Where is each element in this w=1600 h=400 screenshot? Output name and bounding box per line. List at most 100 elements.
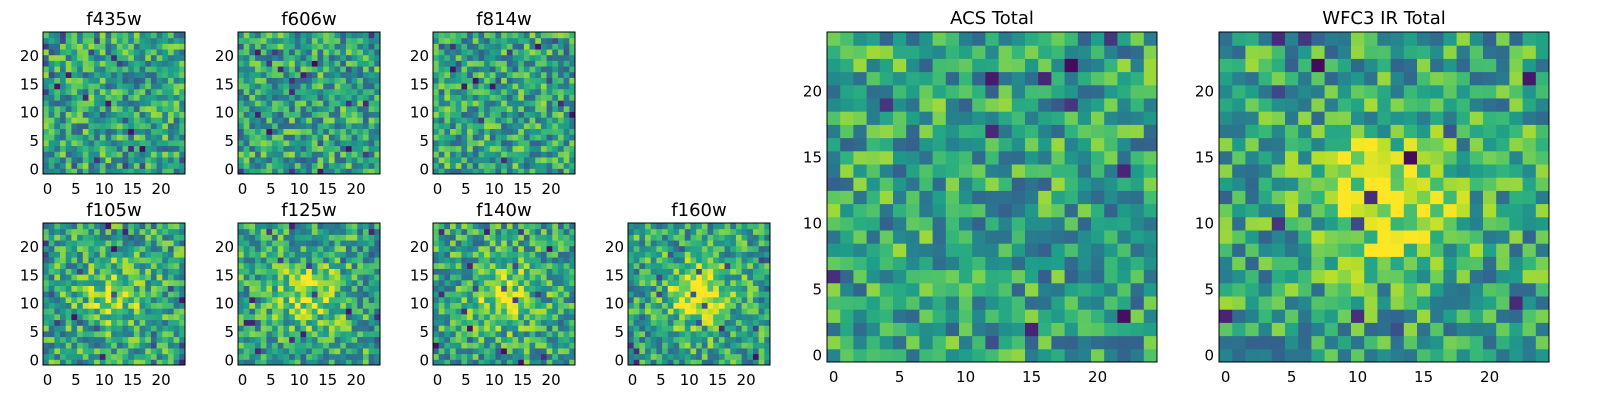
heatmap-cell <box>563 66 570 73</box>
heatmap-cell <box>707 302 714 309</box>
heatmap-cell <box>266 262 273 269</box>
heatmap-cell <box>730 336 737 343</box>
heatmap-cell <box>1143 111 1158 125</box>
heatmap-cell <box>133 308 141 315</box>
heatmap-cell <box>88 330 95 338</box>
heatmap-cell <box>713 296 720 304</box>
heatmap-cell <box>472 117 479 124</box>
heatmap-cell <box>317 223 324 230</box>
heatmap-cell <box>540 32 548 39</box>
heatmap-cell <box>77 111 84 118</box>
heatmap-cell <box>272 32 279 39</box>
heatmap-cell <box>484 268 491 275</box>
heatmap-cell <box>662 245 669 252</box>
heatmap-cell <box>43 291 50 298</box>
heatmap-cell <box>512 77 519 84</box>
heatmap-cell <box>357 77 364 84</box>
heatmap-cell <box>65 77 72 84</box>
heatmap-cell <box>238 71 245 78</box>
heatmap-cell <box>827 309 841 323</box>
heatmap-cell <box>122 291 129 298</box>
heatmap-cell <box>43 257 50 264</box>
heatmap-cell <box>735 336 743 343</box>
heatmap-cell <box>535 139 542 147</box>
heatmap-cell <box>455 359 462 366</box>
heatmap-cell <box>650 285 657 292</box>
heatmap-cell <box>94 66 101 73</box>
heatmap-cell <box>433 145 440 152</box>
heatmap-cell <box>718 336 726 343</box>
heatmap-cell <box>150 228 158 235</box>
heatmap-cell <box>362 319 370 326</box>
heatmap-cell <box>764 336 771 343</box>
heatmap-cell <box>116 302 124 309</box>
heatmap-cell <box>455 43 462 50</box>
heatmap-cell <box>461 54 468 61</box>
heatmap-cell <box>105 325 112 332</box>
heatmap-cell <box>438 302 445 309</box>
heatmap-cell <box>478 245 485 252</box>
heatmap-cell <box>266 60 273 67</box>
heatmap-cell <box>88 223 95 230</box>
heatmap-cell <box>374 296 381 304</box>
heatmap-cell <box>249 302 256 309</box>
heatmap-cell <box>1077 322 1092 337</box>
heatmap-cell <box>495 359 502 366</box>
heatmap-cell <box>684 347 691 355</box>
heatmap-cell <box>128 251 135 258</box>
heatmap-cell <box>455 162 462 169</box>
heatmap-cell <box>249 274 256 281</box>
heatmap-cell <box>679 245 686 252</box>
heatmap-cell <box>345 359 353 366</box>
heatmap-cell <box>48 139 55 147</box>
heatmap-cell <box>311 49 319 56</box>
heatmap-cell <box>150 128 158 135</box>
heatmap-cell <box>972 216 986 231</box>
heatmap-cell <box>438 49 445 56</box>
heatmap-cell <box>433 330 440 338</box>
heatmap-cell <box>690 257 697 264</box>
heatmap-cell <box>105 77 112 84</box>
heatmap-cell <box>1011 269 1026 284</box>
heatmap-cell <box>266 168 273 175</box>
heatmap-cell <box>255 319 262 326</box>
heatmap-cell <box>368 285 375 292</box>
heatmap-cell <box>512 151 519 158</box>
heatmap-cell <box>173 117 180 124</box>
heatmap-cell <box>255 88 262 95</box>
heatmap-cell <box>133 296 141 304</box>
heatmap-cell <box>569 302 576 309</box>
heatmap-cell <box>82 94 89 101</box>
heatmap-cell <box>512 342 519 349</box>
heatmap-cell <box>540 347 548 355</box>
heatmap-cell <box>368 240 375 247</box>
heatmap-cell <box>60 234 67 241</box>
x-tick-label: 5 <box>71 371 81 389</box>
heatmap-cell <box>662 268 669 275</box>
heatmap-cell <box>77 60 84 67</box>
heatmap-cell <box>893 98 907 112</box>
heatmap-cell <box>156 336 163 343</box>
heatmap-cell <box>357 234 364 241</box>
heatmap-cell <box>433 134 440 141</box>
heatmap-cell <box>512 313 519 321</box>
heatmap-cell <box>735 268 743 275</box>
heatmap-cell <box>985 230 1000 244</box>
heatmap-cell <box>540 134 548 141</box>
heatmap-cell <box>99 94 106 101</box>
heatmap-cell <box>60 151 67 158</box>
heatmap-cell <box>243 279 250 286</box>
heatmap-cell <box>628 342 635 349</box>
heatmap-cell <box>752 313 760 321</box>
y-tick-labels: 0 5 10 15 20 <box>605 238 624 370</box>
heatmap-cell <box>552 100 559 107</box>
heatmap-cell <box>289 128 296 135</box>
heatmap-cell <box>535 128 542 135</box>
heatmap-cell <box>94 319 101 326</box>
heatmap-cell <box>238 330 245 338</box>
heatmap-cell <box>266 37 273 44</box>
heatmap-cell <box>512 347 519 355</box>
heatmap-cell <box>77 151 84 158</box>
heatmap-cell <box>662 279 669 286</box>
heatmap-cell <box>306 296 313 304</box>
